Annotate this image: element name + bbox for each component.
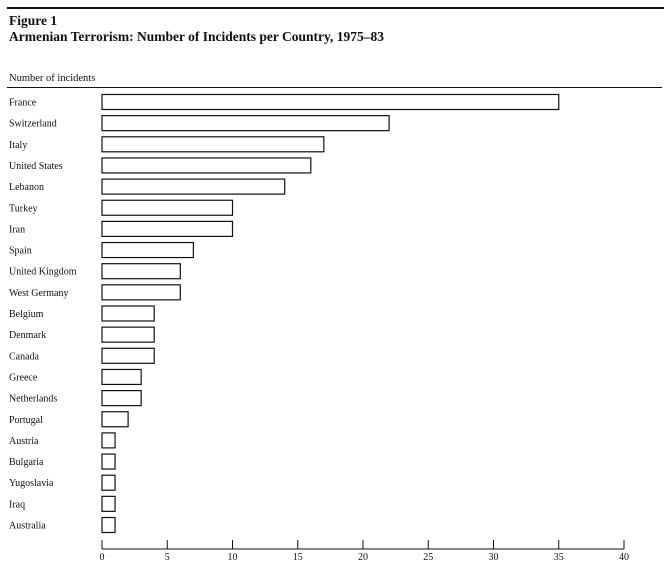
category-label-denmark: Denmark xyxy=(9,330,46,341)
category-label-austria: Austria xyxy=(9,436,39,447)
bar-canada xyxy=(101,347,155,364)
category-label-spain: Spain xyxy=(9,246,32,257)
bar-italy xyxy=(101,136,325,153)
x-tick-label-0: 0 xyxy=(100,552,105,563)
figure-label: Figure 1 xyxy=(9,13,58,28)
category-label-france: France xyxy=(9,98,37,109)
bar-greece xyxy=(101,368,142,386)
category-labels: France Switzerland Italy United States Leban… xyxy=(9,98,77,532)
header-rule xyxy=(7,87,662,88)
bar-austria xyxy=(101,432,116,449)
figure-title: Armenian Terrorism: Number of Incidents … xyxy=(9,29,385,44)
x-tick-label-30: 30 xyxy=(489,552,499,563)
bar-netherlands xyxy=(101,390,142,407)
x-tick-label-10: 10 xyxy=(228,552,238,563)
x-tick-label-5: 5 xyxy=(165,552,170,563)
bar-france xyxy=(101,93,560,111)
category-label-united-kingdom: United Kingdom xyxy=(9,267,77,278)
x-tick-label-35: 35 xyxy=(554,552,564,563)
bar-turkey xyxy=(101,199,234,216)
x-tick-label-20: 20 xyxy=(358,552,368,563)
category-label-iran: Iran xyxy=(9,224,25,235)
x-tick-label-15: 15 xyxy=(293,552,303,563)
bar-spain xyxy=(101,241,194,259)
category-label-italy: Italy xyxy=(9,140,27,151)
top-rule xyxy=(7,7,664,9)
bar-yugoslavia xyxy=(101,474,116,491)
category-label-lebanon: Lebanon xyxy=(9,182,44,193)
category-label-bulgaria: Bulgaria xyxy=(9,457,44,468)
x-axis: 0 5 10 15 20 25 30 35 40 xyxy=(100,540,629,563)
y-axis-label: Number of incidents xyxy=(9,73,96,84)
x-tick-label-25: 25 xyxy=(423,552,433,563)
category-label-australia: Australia xyxy=(9,521,46,532)
bar-portugal xyxy=(101,411,129,428)
category-label-portugal: Portugal xyxy=(9,415,43,426)
category-label-belgium: Belgium xyxy=(9,309,44,320)
category-label-yugoslavia: Yugoslavia xyxy=(9,478,54,489)
category-label-united-states: United States xyxy=(9,161,63,172)
bars xyxy=(101,93,560,534)
bar-united-kingdom xyxy=(101,263,181,280)
bar-iran xyxy=(101,220,234,237)
bar-denmark xyxy=(101,326,155,343)
bar-switzerland xyxy=(101,115,390,132)
bar-iraq xyxy=(101,495,116,512)
x-tick-label-40: 40 xyxy=(619,552,629,563)
bar-west-germany xyxy=(101,284,181,301)
bar-lebanon xyxy=(101,178,286,195)
bar-bulgaria xyxy=(101,453,116,470)
category-label-switzerland: Switzerland xyxy=(9,119,57,130)
category-label-greece: Greece xyxy=(9,372,38,383)
bar-belgium xyxy=(101,305,155,322)
category-label-west-germany: West Germany xyxy=(9,288,68,299)
category-label-iraq: Iraq xyxy=(9,499,25,510)
bar-australia xyxy=(101,516,116,534)
category-label-turkey: Turkey xyxy=(9,203,38,214)
category-label-canada: Canada xyxy=(9,351,40,362)
category-label-netherlands: Netherlands xyxy=(9,394,57,405)
bar-united-states xyxy=(101,157,312,174)
